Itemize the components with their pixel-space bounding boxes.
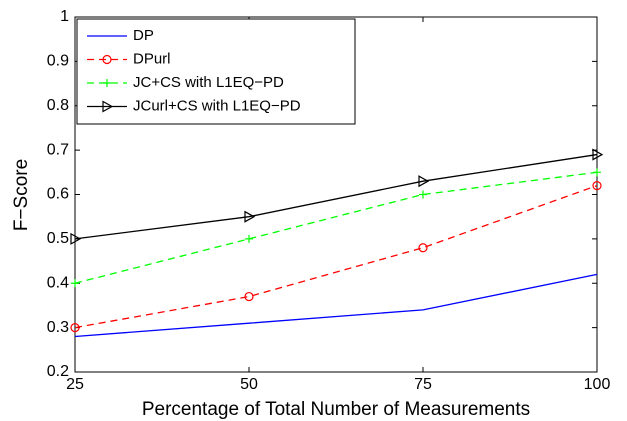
legend-label: JC+CS with L1EQ−PD [133, 74, 284, 91]
y-tick-label: 0.7 [47, 141, 69, 158]
marker [245, 234, 253, 243]
series-line [74, 273, 598, 338]
marker [70, 232, 82, 245]
y-tick-label: 0.2 [47, 363, 69, 380]
marker [244, 210, 256, 223]
x-tick-label: 100 [584, 376, 611, 393]
y-tick-label: 0.8 [47, 97, 69, 114]
series-line [74, 185, 598, 329]
marker [102, 54, 112, 65]
y-axis-label: F−Score [11, 159, 32, 231]
marker [418, 243, 428, 253]
marker [71, 279, 79, 288]
marker [592, 148, 604, 161]
marker [592, 181, 602, 191]
marker [593, 168, 601, 177]
marker [70, 323, 80, 333]
y-tick-label: 0.3 [47, 319, 69, 336]
y-tick-label: 0.6 [47, 186, 69, 203]
series-line [74, 153, 598, 240]
marker [103, 79, 111, 87]
legend-label: DP [133, 27, 154, 44]
legend-label: JCurl+CS with L1EQ−PD [133, 97, 301, 114]
marker [244, 291, 254, 302]
x-axis-label: Percentage of Total Number of Measuremen… [142, 399, 530, 420]
y-tick-label: 1 [60, 8, 69, 25]
x-tick-label: 25 [66, 376, 84, 393]
legend-label: DPurl [133, 50, 171, 67]
x-tick-label: 50 [240, 376, 258, 393]
y-tick-label: 0.4 [47, 274, 69, 291]
series-line [74, 171, 598, 284]
marker [419, 190, 427, 199]
x-tick-label: 75 [414, 376, 432, 393]
y-tick-label: 0.9 [47, 53, 69, 70]
marker [418, 175, 430, 188]
marker [102, 100, 114, 113]
y-tick-label: 0.5 [47, 230, 69, 247]
